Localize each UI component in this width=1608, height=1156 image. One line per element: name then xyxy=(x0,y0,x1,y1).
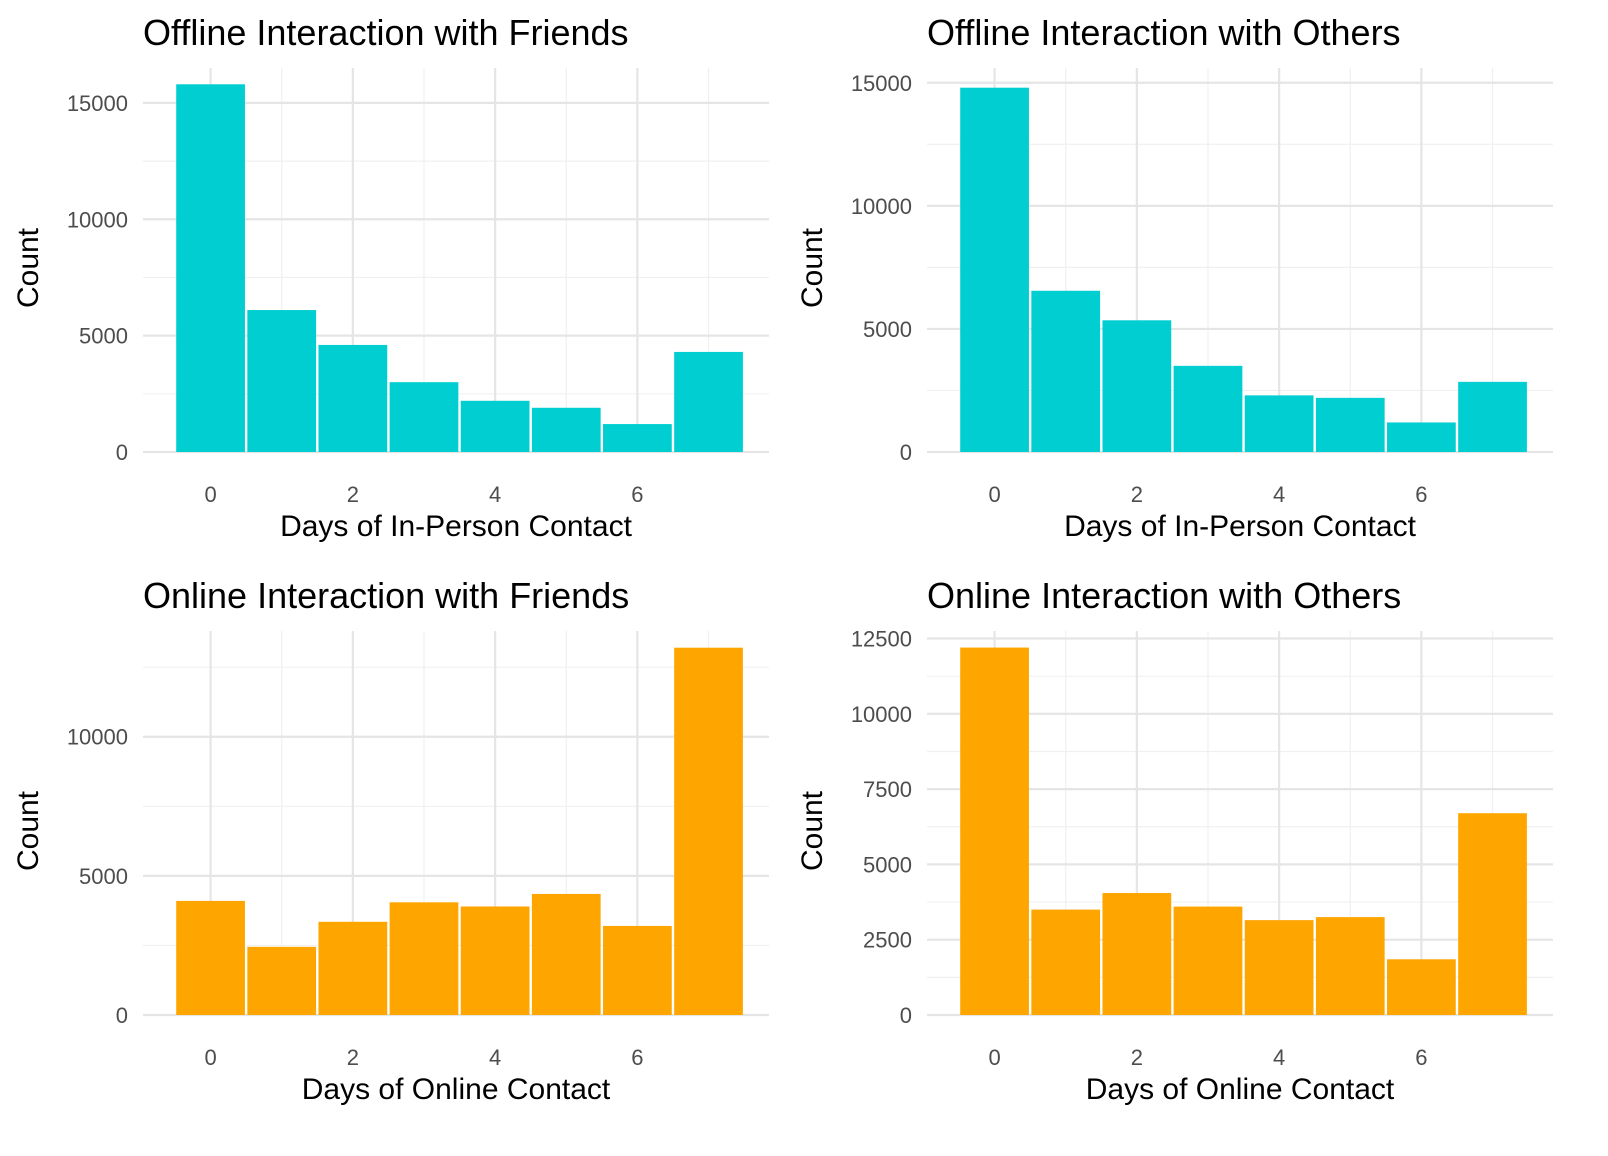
y-tick-label: 0 xyxy=(116,440,128,465)
grid xyxy=(927,631,1553,1017)
y-tick-label: 7500 xyxy=(863,777,912,802)
bars xyxy=(176,84,743,453)
bar xyxy=(603,424,672,452)
x-tick-label: 0 xyxy=(204,1045,216,1070)
chart-title: Offline Interaction with Friends xyxy=(143,12,629,53)
bar xyxy=(1387,959,1456,1015)
x-axis-label: Days of In-Person Contact xyxy=(1064,510,1416,543)
y-tick-label: 5000 xyxy=(79,324,128,349)
bar xyxy=(960,87,1029,452)
bars xyxy=(960,87,1527,452)
y-axis-label: Count xyxy=(796,227,829,309)
bar xyxy=(960,647,1029,1015)
y-axis-label: Count xyxy=(12,227,45,309)
x-axis-label: Days of In-Person Contact xyxy=(280,510,632,543)
chart-plot: 0 2 4 6 0 2500 5000 7500 10000 12500 xyxy=(851,627,1553,1070)
x-tick-label: 2 xyxy=(1131,1045,1143,1070)
x-axis-label: Days of Online Contact xyxy=(301,1073,611,1106)
bar xyxy=(674,647,743,1015)
bar xyxy=(176,84,245,453)
bar xyxy=(603,925,672,1015)
chart-panel-offline-friends: Offline Interaction with Friends 0 2 4 6 0 50… xyxy=(0,0,790,570)
bar xyxy=(1031,290,1101,452)
chart-plot: 0 2 4 6 0 5000 10000 15000 xyxy=(851,68,1553,507)
bar xyxy=(1102,893,1172,1015)
x-tick-label: 0 xyxy=(204,482,216,507)
bar xyxy=(318,921,388,1015)
bar xyxy=(1458,381,1527,452)
x-tick-label: 2 xyxy=(347,482,359,507)
y-tick-label: 10000 xyxy=(851,702,912,727)
y-tick-label: 10000 xyxy=(67,207,128,232)
bar xyxy=(1315,917,1385,1015)
chart-plot: 0 2 4 6 0 5000 10000 15000 xyxy=(67,68,769,507)
bar xyxy=(247,310,317,452)
bar xyxy=(1244,920,1314,1015)
bar xyxy=(389,382,459,452)
x-tick-label: 4 xyxy=(1273,1045,1285,1070)
x-tick-label: 2 xyxy=(347,1045,359,1070)
bars xyxy=(176,647,743,1015)
y-tick-label: 5000 xyxy=(863,852,912,877)
y-tick-label: 12500 xyxy=(851,627,912,652)
chart-panel-online-others: Online Interaction with Others 0 2 4 6 0 2500… xyxy=(784,563,1574,1133)
y-tick-label: 5000 xyxy=(79,864,128,889)
x-tick-label: 0 xyxy=(988,1045,1000,1070)
bar xyxy=(1387,422,1456,452)
x-tick-label: 6 xyxy=(631,1045,643,1070)
bar xyxy=(1458,813,1527,1015)
chart-title: Offline Interaction with Others xyxy=(927,12,1401,53)
y-axis-label: Count xyxy=(796,790,829,872)
bar xyxy=(1173,906,1243,1015)
bar xyxy=(176,900,245,1015)
x-tick-label: 0 xyxy=(988,482,1000,507)
y-tick-label: 10000 xyxy=(851,194,912,219)
chart-plot: 0 2 4 6 0 5000 10000 xyxy=(67,631,769,1070)
x-tick-label: 6 xyxy=(1415,482,1427,507)
x-tick-label: 4 xyxy=(489,482,501,507)
y-tick-label: 0 xyxy=(900,1003,912,1028)
y-tick-label: 5000 xyxy=(863,317,912,342)
y-axis-label: Count xyxy=(12,790,45,872)
bar xyxy=(1102,320,1172,452)
bar xyxy=(1244,395,1314,452)
bar xyxy=(674,351,743,452)
x-tick-label: 2 xyxy=(1131,482,1143,507)
bar xyxy=(247,946,317,1015)
y-tick-label: 10000 xyxy=(67,725,128,750)
y-tick-label: 0 xyxy=(116,1003,128,1028)
y-tick-label: 15000 xyxy=(851,71,912,96)
bars xyxy=(960,647,1527,1015)
bar xyxy=(460,906,530,1015)
bar xyxy=(389,902,459,1015)
bar xyxy=(531,407,601,452)
bar xyxy=(531,893,601,1015)
chart-title: Online Interaction with Friends xyxy=(143,575,630,616)
x-tick-label: 4 xyxy=(489,1045,501,1070)
bar xyxy=(1173,365,1243,452)
chart-panel-online-friends: Online Interaction with Friends 0 2 4 6 0 500… xyxy=(0,563,790,1133)
y-tick-label: 15000 xyxy=(67,91,128,116)
x-tick-label: 6 xyxy=(631,482,643,507)
bar xyxy=(460,400,530,452)
bar xyxy=(318,344,388,452)
x-tick-label: 4 xyxy=(1273,482,1285,507)
y-tick-label: 2500 xyxy=(863,928,912,953)
y-tick-label: 0 xyxy=(900,440,912,465)
bar xyxy=(1031,909,1101,1015)
bar xyxy=(1315,397,1385,452)
chart-title: Online Interaction with Others xyxy=(927,575,1402,616)
x-axis-label: Days of Online Contact xyxy=(1085,1073,1395,1106)
chart-panel-offline-others: Offline Interaction with Others 0 2 4 6 0 500… xyxy=(784,0,1574,570)
x-tick-label: 6 xyxy=(1415,1045,1427,1070)
